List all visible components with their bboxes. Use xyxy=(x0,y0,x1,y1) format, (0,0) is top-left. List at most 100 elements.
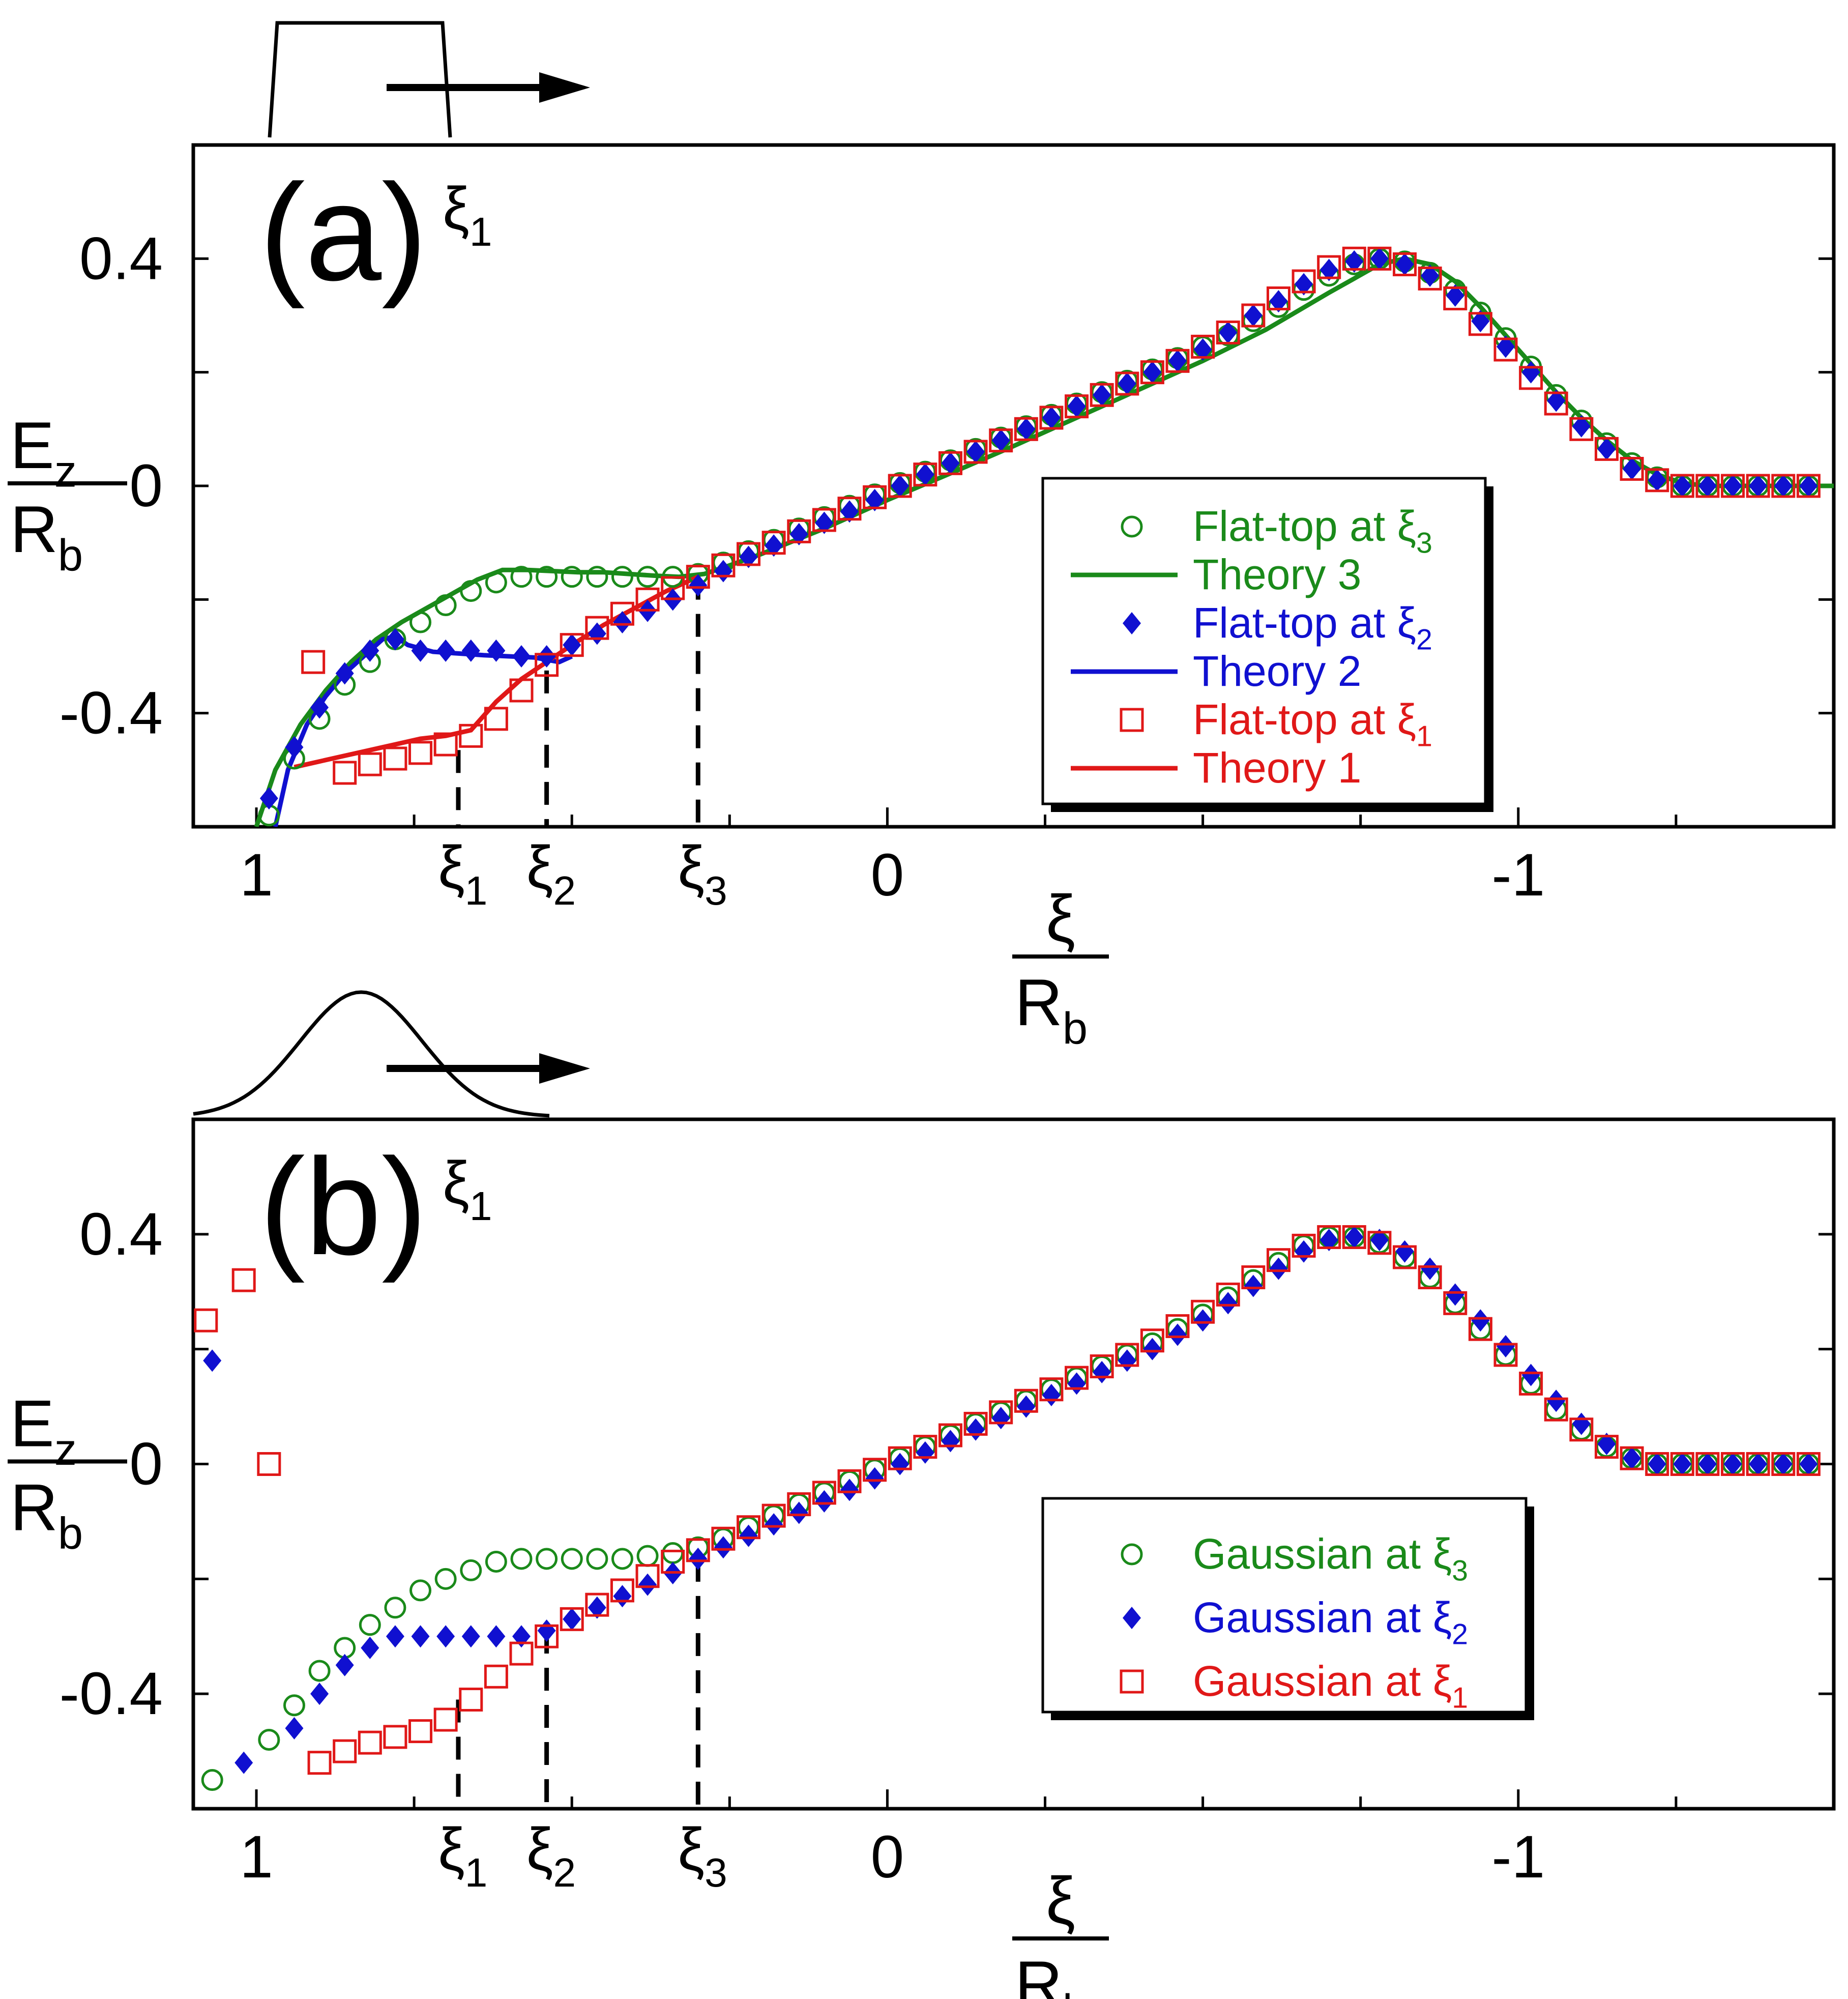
series-flat-top-at-1-point xyxy=(1317,255,1341,279)
series-gaussian-at-2-point xyxy=(1244,1274,1263,1297)
series-gaussian-at-1-point xyxy=(1115,1343,1139,1367)
series-flat-top-at-2-point xyxy=(1244,304,1263,327)
y-label-denominator-main: R xyxy=(10,1470,58,1545)
legend-entry-label: Theory 3 xyxy=(1193,551,1362,598)
series-gaussian-at-2-point xyxy=(840,1479,859,1501)
series-flat-top-at-2-point xyxy=(1269,290,1288,313)
series-flat-top-at-2-point xyxy=(1673,475,1692,497)
series-gaussian-at-1-point xyxy=(560,1607,584,1631)
series-gaussian-at-1-point xyxy=(1443,1291,1468,1315)
series-flat-top-at-1-point xyxy=(1065,394,1089,419)
series-gaussian-at-2-point xyxy=(739,1524,758,1547)
y-label-denominator-main: R xyxy=(10,492,58,566)
series-gaussian-at-1-point xyxy=(408,1719,433,1744)
series-flat-top-at-3-point xyxy=(586,566,608,588)
series-gaussian-at-1-point xyxy=(635,1564,660,1588)
series-flat-top-at-2-point xyxy=(361,639,379,662)
legend-diamond-swatch xyxy=(1123,1607,1141,1629)
series-gaussian-at-2-point xyxy=(966,1418,985,1441)
series-gaussian-at-1-point xyxy=(1292,1233,1316,1258)
series-gaussian-at-1-point xyxy=(1569,1417,1594,1442)
series-gaussian-at-1-point xyxy=(1191,1299,1215,1324)
series-gaussian-at-1-point xyxy=(1065,1366,1089,1390)
series-flat-top-at-2-point xyxy=(1295,273,1313,296)
series-gaussian-at-1-point xyxy=(1468,1317,1492,1341)
series-gaussian-at-1-point xyxy=(989,1400,1013,1425)
x-tick-label: 1 xyxy=(240,1823,273,1891)
x-tick-label: 1 xyxy=(240,842,273,909)
series-gaussian-at-1-point xyxy=(383,1725,407,1749)
marker-label-xi1: ξ1 xyxy=(438,834,487,914)
series-flat-top-at-1-point xyxy=(761,531,786,555)
series-flat-top-at-1-point xyxy=(1493,337,1518,362)
series-flat-top-at-2-point xyxy=(1446,284,1464,307)
series-gaussian-at-2-point xyxy=(1673,1453,1692,1475)
beam-profile-flat-top xyxy=(268,21,452,138)
series-gaussian-at-3-point xyxy=(434,1568,457,1590)
legend-entry-label-sub: 1 xyxy=(1416,720,1432,753)
series-gaussian-at-3-point xyxy=(485,1550,507,1573)
plot-frame xyxy=(191,1117,1836,1811)
series-gaussian-at-1-point xyxy=(610,1578,634,1603)
series-flat-top-at-2-point xyxy=(789,523,808,545)
y-label-numerator-main: E xyxy=(10,1386,54,1461)
series-flat-top-at-1-point xyxy=(938,451,962,475)
series-gaussian-at-1-point xyxy=(711,1526,736,1551)
series-gaussian-at-3-point xyxy=(636,1545,659,1567)
beam-label-xi1-main: ξ xyxy=(443,1149,470,1216)
series-flat-top-at-1-point xyxy=(1266,286,1290,310)
series-gaussian-at-2-point xyxy=(588,1596,606,1619)
beam-direction-arrowhead xyxy=(539,1053,590,1084)
marker-label-xi2-sub: 2 xyxy=(553,1850,576,1896)
series-flat-top-at-2-point xyxy=(512,645,531,668)
series-gaussian-at-1-point xyxy=(761,1503,786,1528)
series-gaussian-at-2-point xyxy=(411,1625,430,1648)
series-gaussian-at-2-point xyxy=(436,1625,455,1648)
legend-square-swatch xyxy=(1120,1669,1144,1694)
series-flat-top-at-2-point xyxy=(1521,361,1540,384)
series-gaussian-at-1-point xyxy=(837,1469,862,1493)
legend-entry-label-main: Theory 2 xyxy=(1193,647,1362,695)
series-gaussian-at-1-point xyxy=(1039,1377,1064,1402)
series-flat-top-at-1-point xyxy=(686,565,710,589)
series-flat-top-at-1-point xyxy=(1796,474,1821,498)
series-flat-top-at-2-point xyxy=(171,424,190,446)
series-flat-top-at-1-point xyxy=(1241,303,1266,328)
beam-direction-arrowhead xyxy=(539,72,590,103)
series-gaussian-at-1-point xyxy=(257,1452,281,1476)
series-gaussian-at-2-point xyxy=(689,1547,708,1570)
series-gaussian-at-1-point xyxy=(1241,1265,1266,1290)
series-flat-top-at-1-point xyxy=(913,462,937,487)
series-gaussian-at-2-point xyxy=(1723,1453,1742,1475)
series-flat-top-at-2-point xyxy=(537,645,556,668)
series-gaussian-at-2-point xyxy=(1118,1349,1136,1372)
series-flat-top-at-1-point xyxy=(333,761,357,785)
series-flat-top-at-1-point xyxy=(132,339,154,360)
series-gaussian-at-3-point xyxy=(460,1559,482,1581)
series-flat-top-at-1-point xyxy=(737,542,761,566)
x-label-denominator-sub: b xyxy=(1063,1985,1088,1999)
series-flat-top-at-1-point xyxy=(1746,474,1770,498)
series-flat-top-at-2-point xyxy=(1648,469,1666,491)
series-flat-top-at-2-point xyxy=(1547,389,1566,412)
series-flat-top-at-1-point xyxy=(610,601,634,626)
series-flat-top-at-1-point xyxy=(711,553,736,577)
y-label-denominator-sub: b xyxy=(58,1508,83,1558)
y-label-denominator: Rb xyxy=(10,492,83,580)
series-flat-top-at-2-point xyxy=(285,736,304,759)
y-label-numerator-sub: z xyxy=(54,1424,77,1474)
series-flat-top-at-1-point xyxy=(509,678,534,703)
series-gaussian-at-2-point xyxy=(285,1717,304,1740)
y-tick-label: 0.4 xyxy=(79,1201,163,1268)
series-flat-top-at-2-point xyxy=(916,463,934,486)
y-tick-label: 0 xyxy=(129,1431,163,1498)
beam-label-xi1-sub: 1 xyxy=(470,1183,492,1229)
series-flat-top-at-2-point xyxy=(1319,258,1338,281)
series-gaussian-at-1-point xyxy=(484,1664,508,1689)
series-gaussian-at-2-point xyxy=(1269,1257,1288,1280)
beam-label-xi1-sub: 1 xyxy=(470,209,492,255)
series-gaussian-at-2-point xyxy=(1370,1229,1389,1252)
